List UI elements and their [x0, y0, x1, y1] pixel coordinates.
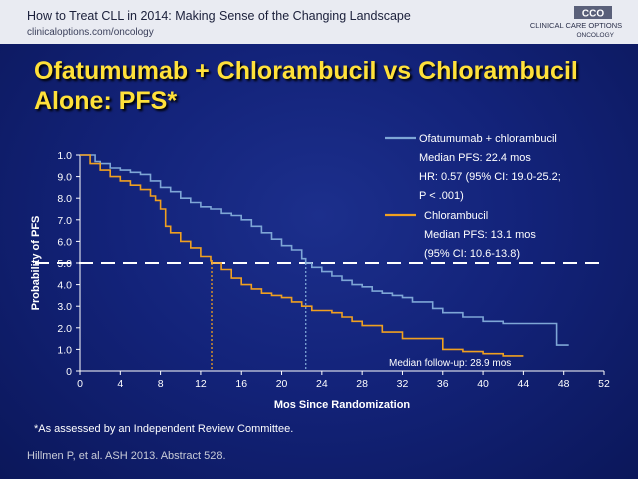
legend-label-chlorambucil: Chlorambucil: [424, 210, 488, 222]
logo-badge-bg: [574, 6, 612, 19]
x-tick-label: 16: [235, 378, 247, 390]
legend-detail: HR: 0.57 (95% CI: 19.0-25.2;: [419, 171, 561, 183]
x-tick-label: 20: [276, 378, 288, 390]
x-tick-label: 32: [397, 378, 409, 390]
y-tick-label: 1.0: [57, 344, 72, 356]
header-bar: How to Treat CLL in 2014: Making Sense o…: [0, 0, 638, 44]
legend-detail: Median PFS: 13.1 mos: [424, 229, 536, 241]
x-tick-label: 0: [77, 378, 83, 390]
header-title: How to Treat CLL in 2014: Making Sense o…: [27, 9, 411, 23]
x-tick-label: 36: [437, 378, 449, 390]
header-url[interactable]: clinicaloptions.com/oncology: [27, 27, 154, 38]
km-curve-chlorambucil: [80, 154, 524, 357]
x-tick-label: 48: [558, 378, 570, 390]
x-tick-label: 44: [518, 378, 530, 390]
legend-detail: Median PFS: 22.4 mos: [419, 152, 531, 164]
logo-sub: ONCOLOGY: [576, 32, 614, 39]
y-tick-label: 7.0: [57, 215, 72, 227]
x-axis-label: Mos Since Randomization: [274, 399, 411, 411]
cco-logo: CCO CLINICAL CARE OPTIONS ONCOLOGY: [530, 6, 622, 39]
x-tick-label: 12: [195, 378, 207, 390]
logo-text: CLINICAL CARE OPTIONS: [530, 21, 622, 30]
x-tick-label: 8: [158, 378, 164, 390]
x-tick-label: 52: [598, 378, 610, 390]
y-tick-label: 9.0: [57, 172, 72, 184]
y-tick-label: 3.0: [57, 301, 72, 313]
x-tick-label: 40: [477, 378, 489, 390]
km-curve-ofatumumab: [80, 154, 569, 346]
y-tick-label: 4.0: [57, 280, 72, 292]
x-tick-label: 24: [316, 378, 328, 390]
legend-label-ofatumumab: Ofatumumab + chlorambucil: [419, 133, 557, 145]
footnote: *As assessed by an Independent Review Co…: [34, 423, 294, 435]
x-tick-label: 28: [356, 378, 368, 390]
citation: Hillmen P, et al. ASH 2013. Abstract 528…: [27, 450, 226, 462]
y-tick-label: 6.0: [57, 236, 72, 248]
legend-detail: P < .001): [419, 190, 464, 202]
x-tick-label: 4: [117, 378, 123, 390]
y-tick-label: 2.0: [57, 323, 72, 335]
y-tick-label: 8.0: [57, 193, 72, 205]
y-tick-label: 1.0: [57, 150, 72, 162]
y-tick-label: 0: [66, 366, 72, 378]
logo-badge: CCO: [582, 9, 604, 20]
slide-title: Ofatumumab + Chlorambucil vs Chlorambuci…: [34, 57, 578, 115]
legend-detail: (95% CI: 10.6-13.8): [424, 248, 520, 260]
follow-up-annotation: Median follow-up: 28.9 mos: [389, 358, 511, 369]
